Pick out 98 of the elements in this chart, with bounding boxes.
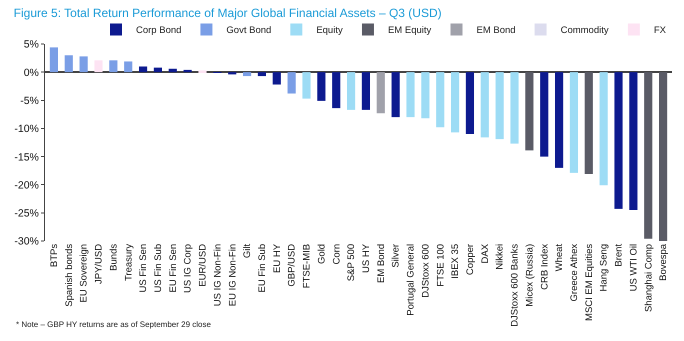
- bar: [124, 61, 132, 72]
- bar: [272, 72, 281, 85]
- bar: [644, 72, 652, 239]
- bar: [332, 72, 340, 108]
- x-tick-label: BTPs: [49, 244, 60, 268]
- bar: [346, 72, 356, 110]
- bar: [109, 60, 118, 72]
- x-tick-label: Silver: [390, 244, 402, 268]
- x-tick-label: EU Sovereign: [78, 244, 90, 303]
- x-tick-label: Gilt: [242, 244, 254, 258]
- x-tick-label: MSCI EM Equities: [584, 244, 595, 321]
- x-tick-label: Spanish bonds: [64, 244, 75, 307]
- chart-title: Figure 5: Total Return Performance of Major Global Financial Assets – Q3 (USD): [14, 6, 442, 20]
- y-tick-label: -25%: [14, 208, 39, 220]
- bar: [168, 68, 177, 72]
- x-tick-label: US WTI Oil: [628, 244, 640, 292]
- legend-label: Govt Bond: [226, 25, 272, 36]
- x-tick-label: Bovespa: [658, 243, 670, 281]
- bar: [154, 68, 162, 72]
- bar: [436, 72, 444, 128]
- x-tick-label: US IG Corp: [182, 244, 194, 294]
- bar: [421, 72, 430, 118]
- x-tick-label: Nikkei: [494, 244, 506, 270]
- legend-label: EM Bond: [476, 25, 516, 36]
- legend-label: EM Equity: [388, 25, 432, 36]
- bar: [138, 66, 148, 72]
- x-tick-label: Bunds: [108, 244, 120, 271]
- x-tick-label: US Fin Sen: [138, 244, 150, 292]
- legend-label: Equity: [316, 25, 343, 36]
- bar: [242, 72, 252, 76]
- x-tick-label: Copper: [465, 244, 476, 276]
- x-tick-label: S&P 500: [346, 244, 358, 282]
- bar: [554, 72, 564, 168]
- x-tick-label: DJStoxx 600 Banks: [510, 244, 521, 327]
- bar: [614, 72, 623, 209]
- x-tick-label: EM Bond: [376, 244, 387, 283]
- x-tick-label: FTSE-MIB: [302, 244, 313, 288]
- bar: [302, 72, 311, 99]
- bar: [510, 72, 519, 144]
- bar: [258, 72, 266, 76]
- x-tick-label: Greece Athex: [569, 244, 580, 302]
- x-tick-label: EU HY: [272, 243, 283, 273]
- bar: [600, 72, 608, 186]
- bar: [570, 72, 578, 173]
- y-tick-label: -15%: [14, 151, 39, 164]
- bar: [540, 72, 548, 157]
- x-tick-label: FTSE 100: [435, 244, 446, 287]
- bar: [406, 72, 415, 118]
- bar: [80, 56, 88, 72]
- bar: [288, 72, 296, 94]
- x-tick-label: Wheat: [554, 244, 566, 272]
- bar: [94, 60, 103, 72]
- x-tick-label: EU Fin Sen: [168, 244, 179, 292]
- y-tick-label: 5%: [24, 38, 39, 51]
- legend-label: FX: [654, 25, 667, 36]
- x-tick-label: Brent: [614, 244, 625, 267]
- x-tick-label: US IG Non-Fin: [212, 244, 224, 306]
- x-tick-label: EU Fin Sub: [257, 244, 268, 292]
- x-tick-label: Shanghai Comp: [643, 244, 654, 312]
- y-tick-label: -10%: [14, 123, 39, 136]
- legend-label: Corp Bond: [136, 25, 182, 36]
- bar: [659, 72, 668, 241]
- bar: [198, 70, 207, 73]
- x-tick-label: JPY/USD: [94, 244, 105, 284]
- legend-label: Commodity: [560, 25, 609, 36]
- y-tick-label: 0%: [24, 66, 39, 79]
- y-tick-label: -20%: [14, 179, 39, 192]
- bar: [317, 72, 326, 101]
- x-tick-label: EUR/USD: [198, 244, 209, 287]
- bar: [64, 55, 73, 72]
- y-tick-label: -30%: [14, 236, 39, 248]
- bar: [629, 72, 638, 210]
- bar: [480, 72, 489, 138]
- x-tick-label: Treasury: [123, 244, 134, 282]
- bar: [584, 72, 593, 174]
- bar: [392, 72, 400, 118]
- x-tick-label: EU IG Non-Fin: [227, 244, 238, 306]
- x-tick-label: DAX: [480, 243, 491, 264]
- y-tick-label: -5%: [20, 94, 39, 107]
- text: * Note – GBP HY returns are as of September 29 close: [16, 320, 212, 329]
- x-tick-label: US Fin Sub: [153, 244, 164, 292]
- x-tick-label: Corn: [331, 244, 342, 264]
- x-tick-label: Gold: [316, 244, 328, 264]
- x-tick-label: Portugal General: [406, 244, 417, 316]
- x-tick-label: US HY: [361, 243, 372, 273]
- x-tick-label: CRB Index: [539, 244, 550, 290]
- bar: [496, 72, 504, 140]
- bar: [525, 72, 534, 150]
- x-tick-label: IBEX 35: [450, 244, 462, 279]
- bar: [50, 47, 58, 72]
- x-tick-label: Micex (Russia): [524, 244, 536, 307]
- x-tick-label: GBP/USD: [286, 244, 298, 287]
- x-tick-label: DJStoxx 600: [420, 244, 432, 298]
- bar: [466, 72, 474, 134]
- bar: [376, 72, 385, 114]
- bar: [362, 72, 370, 110]
- x-tick-label: Hang Seng: [598, 244, 610, 292]
- bar: [450, 72, 460, 132]
